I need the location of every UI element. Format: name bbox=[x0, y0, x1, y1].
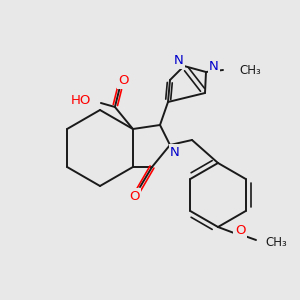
Text: O: O bbox=[119, 74, 129, 88]
Text: O: O bbox=[129, 190, 139, 202]
Text: CH₃: CH₃ bbox=[265, 236, 287, 248]
Text: N: N bbox=[174, 55, 184, 68]
Text: N: N bbox=[170, 146, 180, 158]
Text: O: O bbox=[235, 224, 245, 238]
Text: CH₃: CH₃ bbox=[239, 64, 261, 76]
Text: HO: HO bbox=[70, 94, 91, 107]
Text: N: N bbox=[209, 61, 219, 74]
